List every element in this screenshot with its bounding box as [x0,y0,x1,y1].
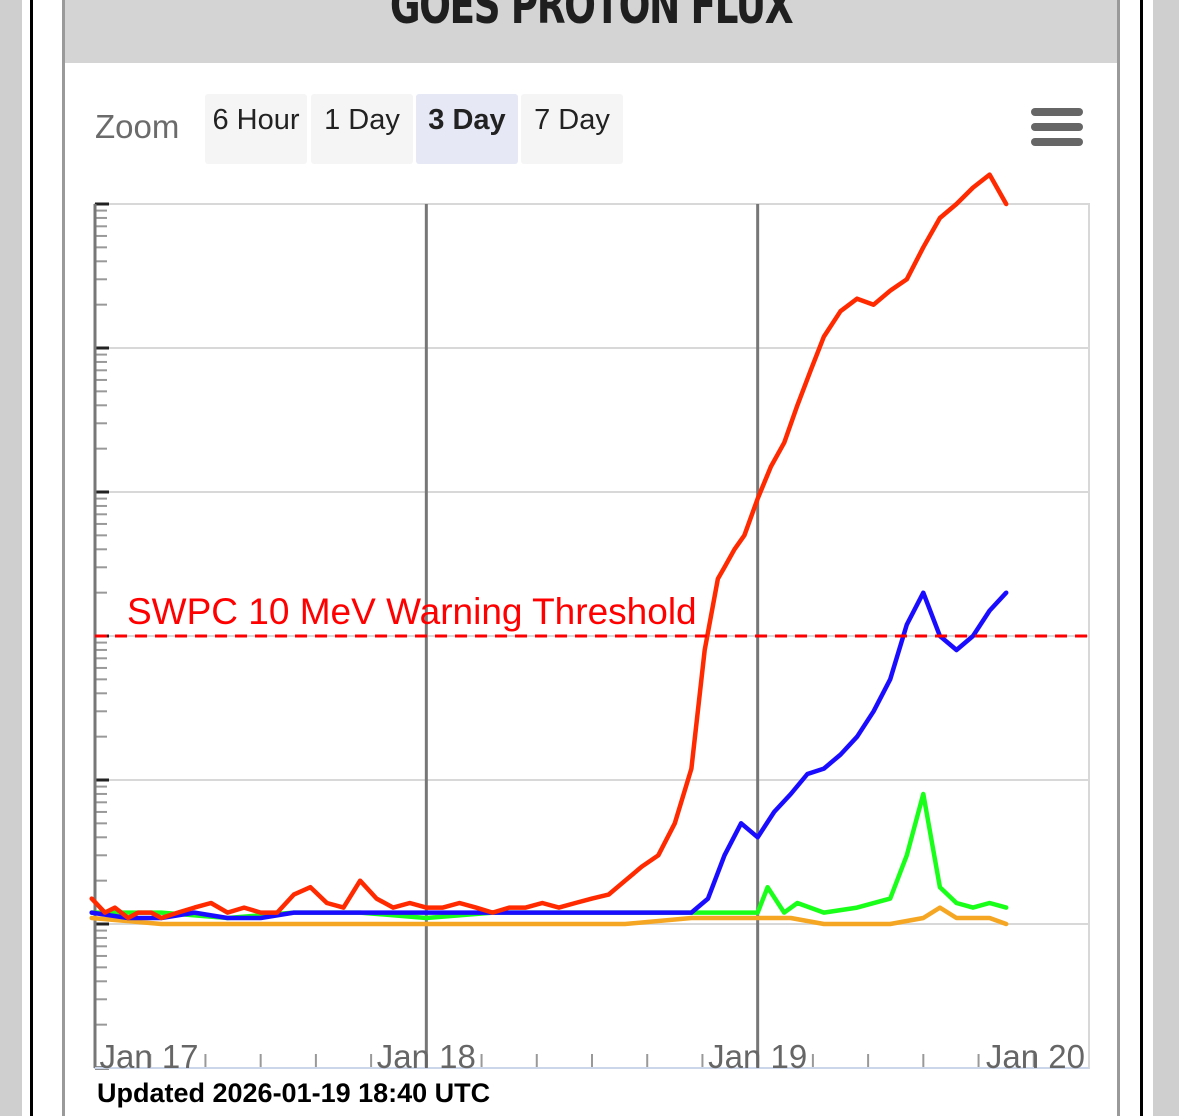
zoom-3-day-button[interactable]: 3 Day [416,94,518,164]
updated-timestamp: Updated 2026-01-19 18:40 UTC [97,1078,491,1108]
right-margin-bar [1147,0,1179,1116]
chart-panel: GOES PROTON FLUX Zoom 6 Hour 1 Day 3 Day… [62,0,1120,1116]
zoom-7-day-button[interactable]: 7 Day [521,94,623,164]
left-frame-line [30,0,33,1116]
zoom-1-day-button[interactable]: 1 Day [311,94,413,164]
left-margin-bar [0,0,22,1116]
chart-title: GOES PROTON FLUX [389,0,794,36]
title-bar: GOES PROTON FLUX [65,0,1117,63]
right-frame-line [1140,0,1143,1116]
zoom-label: Zoom [95,108,180,145]
hamburger-menu-icon[interactable] [1031,108,1083,148]
zoom-6-hour-button[interactable]: 6 Hour [205,94,307,164]
